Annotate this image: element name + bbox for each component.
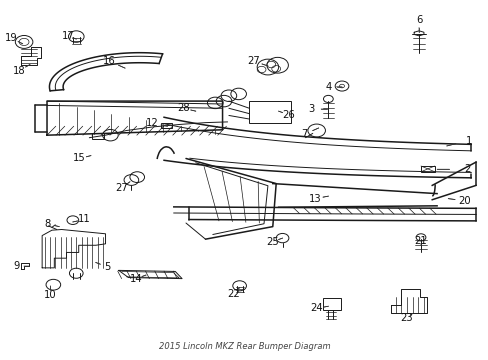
Text: 1: 1 <box>465 136 471 145</box>
Text: 26: 26 <box>282 110 294 120</box>
Text: 22: 22 <box>227 289 240 299</box>
Text: 7: 7 <box>300 130 306 139</box>
Bar <box>160 123 172 129</box>
Text: 8: 8 <box>44 219 50 229</box>
Text: 2: 2 <box>464 164 470 174</box>
Text: 5: 5 <box>103 262 110 272</box>
Text: 25: 25 <box>266 237 279 247</box>
Text: 17: 17 <box>61 31 74 41</box>
Text: 19: 19 <box>5 33 18 43</box>
Text: 14: 14 <box>130 274 142 284</box>
Text: 2015 Lincoln MKZ Rear Bumper Diagram: 2015 Lincoln MKZ Rear Bumper Diagram <box>159 342 329 351</box>
Text: 21: 21 <box>414 236 427 246</box>
Bar <box>249 101 290 123</box>
Text: 11: 11 <box>78 215 91 224</box>
Text: 18: 18 <box>13 66 25 76</box>
Text: 3: 3 <box>308 104 314 114</box>
Bar <box>322 298 340 310</box>
Text: 27: 27 <box>115 183 128 193</box>
Text: 9: 9 <box>13 261 20 271</box>
Text: 12: 12 <box>145 118 158 128</box>
Text: 28: 28 <box>177 103 189 113</box>
Text: 13: 13 <box>308 194 321 204</box>
Text: 4: 4 <box>325 82 331 92</box>
Text: 27: 27 <box>246 56 259 66</box>
Text: 24: 24 <box>310 303 322 314</box>
Text: 20: 20 <box>458 196 470 206</box>
Text: 6: 6 <box>415 15 422 26</box>
Bar <box>92 134 104 139</box>
Text: 23: 23 <box>399 313 412 323</box>
Text: 10: 10 <box>44 291 57 301</box>
Bar <box>420 166 434 172</box>
Text: 15: 15 <box>73 153 86 163</box>
Text: 16: 16 <box>102 56 115 66</box>
